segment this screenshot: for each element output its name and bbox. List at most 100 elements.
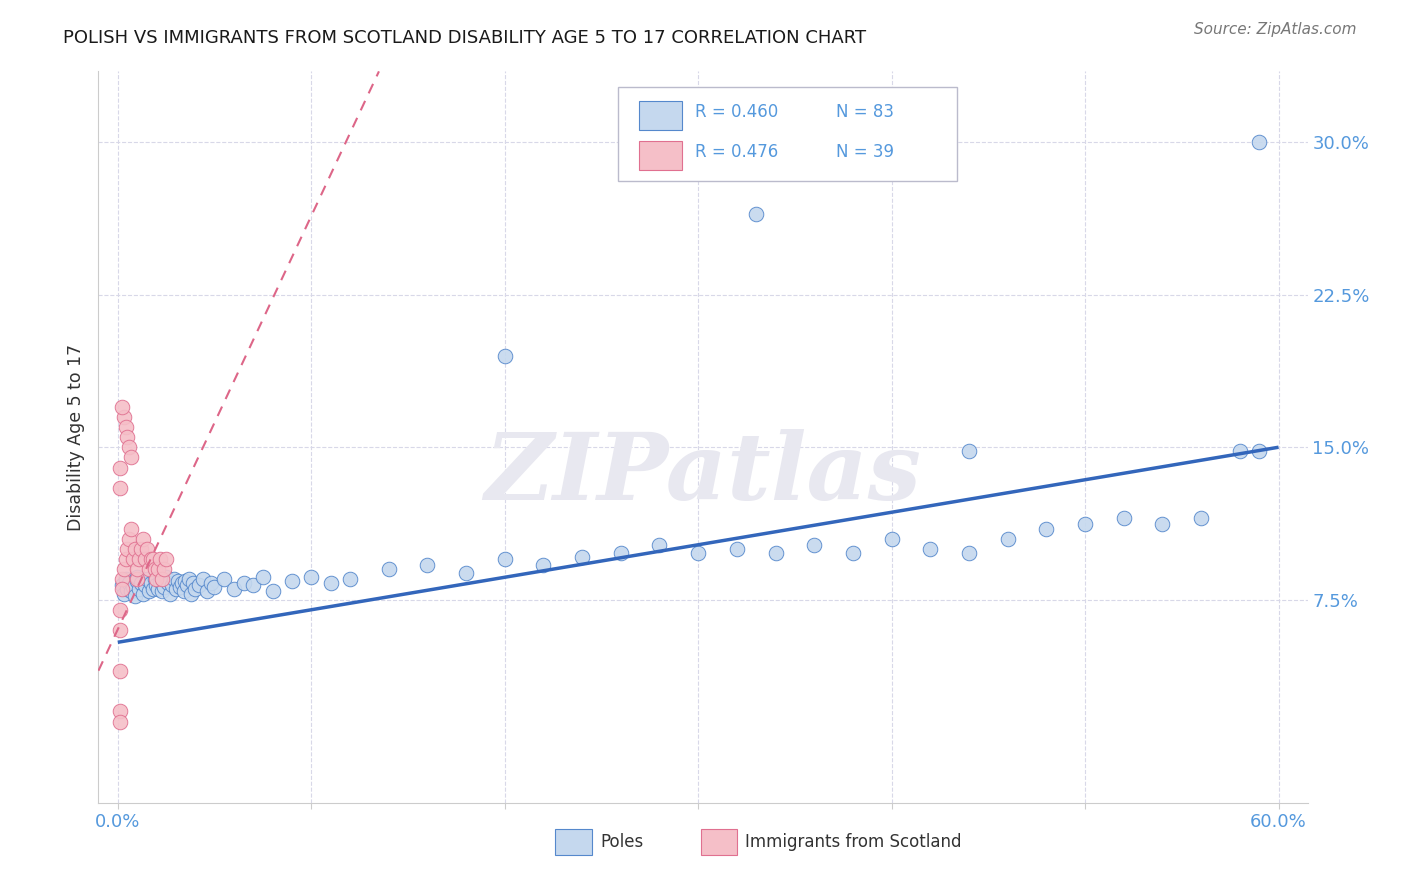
Point <box>212 572 235 586</box>
Point <box>142 582 165 597</box>
Point <box>1249 136 1271 150</box>
Point <box>108 705 131 719</box>
Point <box>169 581 191 595</box>
Point <box>571 549 593 564</box>
Point <box>159 586 181 600</box>
Point <box>127 574 149 589</box>
Point <box>1229 444 1251 458</box>
Point <box>108 714 131 729</box>
Text: R = 0.460: R = 0.460 <box>695 103 778 120</box>
Y-axis label: Disability Age 5 to 17: Disability Age 5 to 17 <box>66 343 84 531</box>
Point <box>957 546 980 560</box>
Point <box>232 576 254 591</box>
Point <box>880 532 903 546</box>
Point <box>132 532 155 546</box>
Point <box>148 582 170 597</box>
Point <box>319 576 342 591</box>
Point <box>1189 511 1212 525</box>
Point <box>108 623 131 637</box>
Point <box>160 578 183 592</box>
Point <box>149 574 172 589</box>
Bar <box>700 830 737 855</box>
Point <box>181 576 204 591</box>
Point <box>957 444 980 458</box>
Point <box>339 572 361 586</box>
Point <box>111 400 134 414</box>
Point <box>142 552 165 566</box>
Point <box>139 552 162 566</box>
Point <box>997 532 1019 546</box>
Point <box>252 570 274 584</box>
Point <box>494 349 516 363</box>
Point <box>688 546 710 560</box>
Point <box>149 552 172 566</box>
Point <box>222 582 245 597</box>
Point <box>138 584 160 599</box>
Point <box>299 570 322 584</box>
Text: POLISH VS IMMIGRANTS FROM SCOTLAND DISABILITY AGE 5 TO 17 CORRELATION CHART: POLISH VS IMMIGRANTS FROM SCOTLAND DISAB… <box>63 29 866 46</box>
Point <box>114 572 136 586</box>
Point <box>531 558 554 573</box>
Point <box>1152 517 1174 532</box>
Point <box>150 584 173 599</box>
Point <box>166 574 188 589</box>
Point <box>135 572 157 586</box>
Point <box>108 460 131 475</box>
Text: N = 83: N = 83 <box>837 103 894 120</box>
Point <box>111 572 134 586</box>
Point <box>494 552 516 566</box>
Point <box>242 578 264 592</box>
Point <box>416 558 439 573</box>
Point <box>165 582 187 597</box>
Point <box>132 586 155 600</box>
Text: ZIPatlas: ZIPatlas <box>485 429 921 518</box>
Point <box>122 581 145 595</box>
Point <box>803 538 825 552</box>
Point <box>610 546 633 560</box>
Point <box>179 572 201 586</box>
Point <box>108 664 131 678</box>
Text: R = 0.476: R = 0.476 <box>695 143 778 161</box>
Point <box>150 572 173 586</box>
Text: Immigrants from Scotland: Immigrants from Scotland <box>745 833 962 851</box>
Point <box>134 578 156 592</box>
Point <box>108 603 131 617</box>
Point <box>112 409 135 424</box>
Point <box>128 582 150 597</box>
Point <box>170 576 193 591</box>
Point <box>184 582 207 597</box>
Point <box>145 578 167 592</box>
Point <box>129 541 152 556</box>
Point <box>139 576 162 591</box>
Point <box>129 576 152 591</box>
FancyBboxPatch shape <box>619 87 957 181</box>
Point <box>148 562 170 576</box>
Point <box>180 586 202 600</box>
Point <box>114 552 136 566</box>
Point <box>153 581 176 595</box>
Point <box>188 578 211 592</box>
Point <box>120 584 142 599</box>
Point <box>122 552 145 566</box>
Point <box>1249 444 1271 458</box>
Point <box>127 570 149 584</box>
Point <box>153 562 176 576</box>
Point <box>124 541 146 556</box>
Point <box>111 582 134 597</box>
Point <box>127 562 149 576</box>
Point <box>155 570 177 584</box>
Point <box>174 574 197 589</box>
Point <box>173 584 195 599</box>
Point <box>112 586 135 600</box>
Point <box>118 576 141 591</box>
Point <box>176 578 198 592</box>
Point <box>118 532 141 546</box>
Point <box>120 521 142 535</box>
Point <box>138 562 160 576</box>
Point <box>377 562 399 576</box>
Point <box>145 572 167 586</box>
Point <box>143 572 166 586</box>
Point <box>117 541 139 556</box>
Point <box>135 541 157 556</box>
Point <box>163 572 186 586</box>
